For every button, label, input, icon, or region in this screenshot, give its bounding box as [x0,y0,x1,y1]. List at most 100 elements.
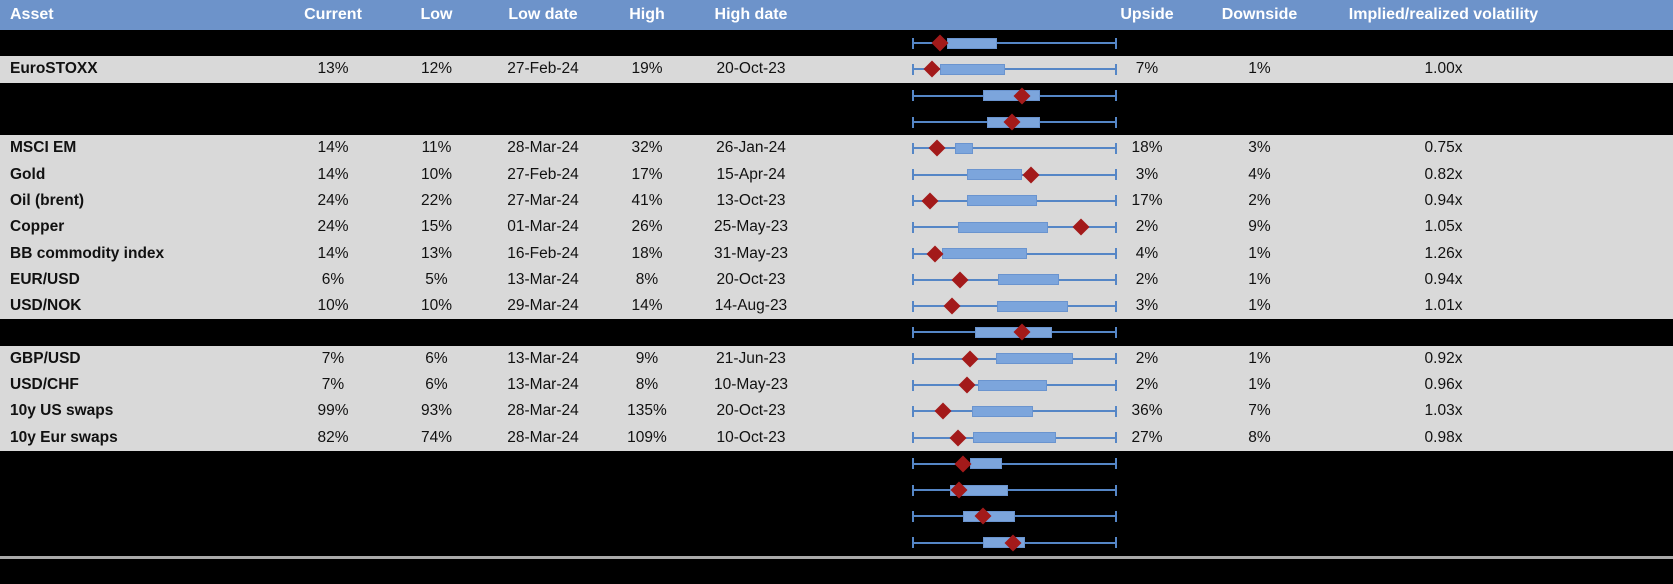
cell-high[interactable]: 135% [627,402,667,420]
cell-low_date[interactable] [497,83,589,109]
cell-asset[interactable] [0,30,290,56]
cell-high_date[interactable]: 20-Oct-23 [716,60,786,78]
range-boxplot-chart[interactable] [797,83,1117,109]
cell-asset[interactable] [0,83,290,109]
cell-implied[interactable]: 0.82x [1424,165,1463,183]
cell-implied[interactable]: 1.03x [1424,402,1463,420]
cell-high[interactable] [589,451,705,477]
cell-downside[interactable]: 7% [1248,402,1271,420]
cell-asset[interactable] [0,109,290,135]
cell-implied[interactable] [1322,503,1565,529]
cell-current[interactable]: 82% [317,428,349,446]
cell-upside[interactable]: 3% [1135,297,1159,315]
cell-upside[interactable]: 3% [1135,165,1159,183]
cell-low[interactable] [376,319,497,345]
cell-asset[interactable]: Copper [10,218,65,236]
cell-high_date[interactable] [705,319,797,345]
cell-downside[interactable] [1197,530,1322,556]
cell-implied[interactable] [1322,83,1565,109]
cell-downside[interactable]: 8% [1248,428,1271,446]
cell-high[interactable]: 17% [631,165,663,183]
cell-high[interactable]: 9% [635,349,659,367]
cell-current[interactable]: 14% [317,244,349,262]
cell-downside[interactable]: 1% [1248,60,1271,78]
cell-implied[interactable]: 1.01x [1424,297,1463,315]
cell-low_date[interactable]: 01-Mar-24 [507,218,579,236]
cell-upside[interactable]: 17% [1131,191,1163,209]
cell-high_date[interactable]: 10-May-23 [713,376,789,393]
cell-current[interactable] [290,503,376,529]
cell-downside[interactable]: 1% [1248,244,1271,262]
cell-implied[interactable] [1322,530,1565,556]
cell-asset[interactable]: USD/CHF [10,376,79,393]
cell-high_date[interactable]: 15-Apr-24 [716,165,786,183]
cell-high_date[interactable] [705,109,797,135]
cell-low_date[interactable]: 28-Mar-24 [507,402,579,420]
cell-asset[interactable]: BB commodity index [10,244,165,262]
cell-asset[interactable]: Oil (brent) [10,191,85,209]
range-boxplot-chart[interactable] [797,56,1117,82]
cell-asset[interactable]: EuroSTOXX [10,60,98,78]
cell-downside[interactable] [1197,109,1322,135]
cell-high_date[interactable]: 31-May-23 [713,244,789,262]
cell-high[interactable] [589,530,705,556]
header-high-date[interactable]: High date [714,6,788,23]
cell-asset[interactable] [0,503,290,529]
cell-low[interactable]: 10% [420,297,453,315]
cell-low[interactable]: 13% [420,244,453,262]
header-low-date[interactable]: Low date [508,6,578,23]
cell-upside[interactable]: 2% [1135,270,1159,288]
header-current[interactable]: Current [304,6,362,23]
cell-high[interactable] [589,503,705,529]
cell-low_date[interactable]: 13-Mar-24 [507,349,579,367]
cell-implied[interactable] [1322,319,1565,345]
cell-current[interactable]: 7% [321,349,345,367]
range-boxplot-chart[interactable] [797,372,1117,398]
cell-low_date[interactable] [497,109,589,135]
cell-low[interactable]: 22% [420,191,453,209]
cell-current[interactable] [290,477,376,503]
header-implied-realized-volatility[interactable]: Implied/realized volatility [1348,6,1539,23]
cell-low[interactable] [376,503,497,529]
cell-implied[interactable] [1322,477,1565,503]
cell-implied[interactable]: 1.26x [1424,244,1463,262]
cell-implied[interactable]: 0.96x [1424,376,1463,393]
cell-downside[interactable]: 3% [1248,139,1271,157]
cell-current[interactable] [290,83,376,109]
range-boxplot-chart[interactable] [797,109,1117,135]
cell-high_date[interactable]: 26-Jan-24 [716,139,786,157]
cell-current[interactable]: 14% [317,165,349,183]
cell-low_date[interactable]: 27-Mar-24 [507,191,579,209]
cell-downside[interactable]: 1% [1248,376,1271,393]
cell-implied[interactable] [1322,109,1565,135]
cell-implied[interactable]: 0.94x [1424,270,1463,288]
cell-low_date[interactable]: 13-Mar-24 [507,270,579,288]
cell-high[interactable] [589,83,705,109]
cell-low[interactable] [376,530,497,556]
cell-downside[interactable]: 9% [1248,218,1271,236]
cell-low[interactable]: 93% [420,402,453,420]
cell-high_date[interactable] [705,30,797,56]
range-boxplot-chart[interactable] [797,161,1117,187]
cell-implied[interactable]: 1.05x [1424,218,1463,236]
range-boxplot-chart[interactable] [797,398,1117,424]
cell-current[interactable] [290,530,376,556]
cell-asset[interactable]: Gold [10,165,46,183]
cell-low[interactable] [376,83,497,109]
cell-high_date[interactable] [705,530,797,556]
cell-current[interactable]: 10% [317,297,349,315]
cell-high[interactable]: 109% [627,428,667,446]
header-high[interactable]: High [629,6,665,23]
cell-downside[interactable] [1197,477,1322,503]
cell-low_date[interactable]: 13-Mar-24 [507,376,579,393]
range-boxplot-chart[interactable] [797,30,1117,56]
cell-implied[interactable] [1322,30,1565,56]
cell-current[interactable] [290,30,376,56]
header-asset[interactable]: Asset [10,6,54,23]
range-boxplot-chart[interactable] [797,240,1117,266]
cell-low_date[interactable]: 27-Feb-24 [507,60,579,78]
cell-high[interactable] [589,477,705,503]
cell-implied[interactable]: 0.94x [1424,191,1463,209]
cell-high[interactable]: 32% [631,139,663,157]
cell-low_date[interactable] [497,530,589,556]
